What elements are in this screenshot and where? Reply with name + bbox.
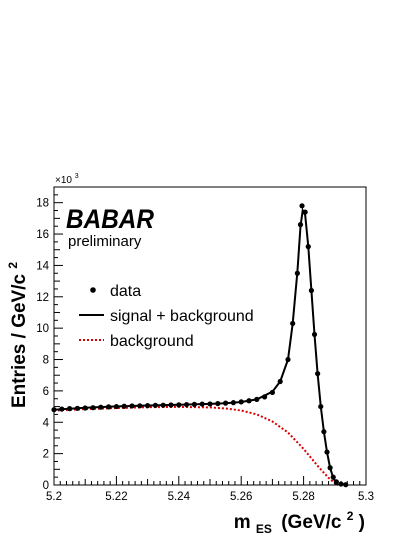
y-tick-label: 18 bbox=[36, 198, 49, 210]
experiment-logo: BABAR bbox=[66, 204, 154, 234]
data-point bbox=[90, 405, 96, 411]
data-point bbox=[160, 402, 166, 408]
data-point bbox=[207, 401, 213, 407]
y-tick-label: 8 bbox=[43, 355, 49, 367]
data-point bbox=[290, 320, 296, 327]
y-tick-label: 16 bbox=[36, 229, 49, 241]
data-point bbox=[297, 222, 304, 228]
data-point bbox=[215, 400, 221, 407]
y-tick-label: 2 bbox=[43, 449, 49, 461]
y-tick-label: 4 bbox=[43, 417, 50, 429]
data-point bbox=[321, 429, 327, 435]
x-tick-label: 5.24 bbox=[168, 491, 191, 503]
y-axis-label: Entries / GeV/c 2 bbox=[6, 262, 30, 408]
x-axis-label: m ES (GeV/c 2 ) bbox=[234, 504, 365, 537]
x-axis-label-main: m bbox=[234, 512, 251, 533]
data-point bbox=[59, 406, 65, 412]
data-point bbox=[129, 403, 135, 409]
y-multiplier-base: ×10 bbox=[55, 175, 72, 186]
y-tick-label: 6 bbox=[43, 386, 49, 398]
data-point bbox=[308, 287, 314, 294]
legend: data signal + background background bbox=[79, 283, 254, 350]
data-point bbox=[311, 331, 318, 338]
logo-subtitle: preliminary bbox=[68, 233, 142, 250]
data-point bbox=[330, 474, 336, 480]
y-axis-label-superscript: 2 bbox=[6, 262, 20, 269]
data-point bbox=[121, 403, 127, 409]
legend-label-background: background bbox=[110, 333, 194, 350]
data-point bbox=[230, 400, 236, 406]
data-point bbox=[302, 209, 308, 215]
data-point bbox=[305, 244, 311, 250]
x-axis: 5.2 5.22 5.24 5.26 5.28 5.3 bbox=[46, 476, 374, 503]
data-point bbox=[327, 465, 333, 471]
data-point bbox=[294, 270, 300, 276]
x-tick-label: 5.3 bbox=[358, 491, 374, 503]
series-layer bbox=[51, 203, 349, 488]
data-point bbox=[106, 404, 112, 410]
data-point bbox=[254, 396, 260, 402]
y-multiplier-exponent: 3 bbox=[75, 173, 79, 180]
x-axis-label-subscript: ES bbox=[256, 522, 272, 536]
data-point bbox=[98, 404, 104, 410]
data-point bbox=[137, 403, 143, 409]
data-point bbox=[223, 400, 229, 406]
data-point bbox=[277, 378, 283, 385]
y-tick-label: 0 bbox=[43, 480, 49, 492]
x-axis-label-units-superscript: 2 bbox=[347, 509, 354, 523]
data-point bbox=[318, 403, 324, 410]
data-point bbox=[324, 449, 330, 455]
background-curve bbox=[53, 405, 339, 486]
data-point bbox=[299, 203, 305, 209]
y-tick-label: 10 bbox=[36, 323, 49, 335]
data-point bbox=[113, 403, 119, 410]
data-point bbox=[176, 402, 182, 408]
y-axis-label-text: Entries / GeV/c bbox=[9, 274, 30, 409]
data-point bbox=[315, 371, 321, 377]
data-point bbox=[285, 356, 291, 363]
data-point bbox=[74, 405, 80, 411]
data-point bbox=[262, 394, 268, 400]
legend-marker-data bbox=[90, 287, 96, 293]
x-tick-label: 5.22 bbox=[105, 491, 127, 503]
data-point bbox=[168, 402, 174, 408]
data-point bbox=[184, 401, 190, 408]
data-point bbox=[246, 398, 252, 404]
y-multiplier: ×10 3 bbox=[55, 173, 79, 186]
data-point bbox=[238, 399, 244, 405]
y-tick-label: 12 bbox=[36, 292, 49, 304]
legend-label-data: data bbox=[110, 283, 141, 300]
data-point bbox=[82, 405, 88, 411]
y-axis: 0 2 4 6 8 10 12 14 16 18 bbox=[36, 186, 63, 492]
data-point bbox=[145, 403, 151, 409]
data-point bbox=[67, 406, 73, 412]
x-axis-label-units-close: ) bbox=[359, 512, 365, 533]
x-axis-label-units: (GeV/c bbox=[281, 512, 342, 533]
y-tick-label: 14 bbox=[36, 260, 49, 272]
data-point bbox=[152, 402, 158, 408]
data-point bbox=[199, 401, 205, 407]
data-point bbox=[269, 389, 275, 396]
data-point bbox=[191, 401, 197, 407]
x-tick-label: 5.28 bbox=[292, 491, 314, 503]
legend-label-signal-background: signal + background bbox=[110, 308, 254, 325]
x-tick-label: 5.2 bbox=[46, 491, 62, 503]
x-tick-label: 5.26 bbox=[230, 491, 252, 503]
